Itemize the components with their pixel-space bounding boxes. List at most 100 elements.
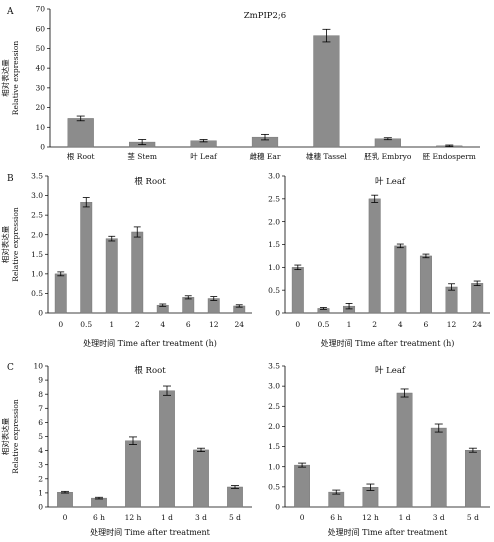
x-category-label: 0 <box>58 320 63 329</box>
y-tick-label: 8 <box>38 390 43 399</box>
chart-title: 叶 Leaf <box>375 177 406 187</box>
y-tick-label: 0 <box>40 143 45 152</box>
bar <box>430 427 447 508</box>
x-category-label: 叶 Leaf <box>190 152 218 161</box>
panel-label: B <box>7 174 14 184</box>
x-category-label: 4 <box>398 320 403 329</box>
chart-title: 根 Root <box>134 176 166 187</box>
x-category-label: 2 <box>135 320 140 329</box>
y-tick-label: 3.0 <box>268 382 280 391</box>
x-axis-label: 处理时间 Time after treatment (h) <box>83 338 217 348</box>
x-category-label: 6 h <box>93 513 105 522</box>
y-tick-label: 3.0 <box>268 172 280 181</box>
x-category-label: 胚 Endosperm <box>423 152 476 161</box>
y-tick-label: 1.0 <box>31 269 43 278</box>
y-tick-label: 50 <box>35 44 45 53</box>
y-tick-label: 0.5 <box>31 289 43 298</box>
y-tick-label: 30 <box>35 83 45 92</box>
y-axis-label: Relative expression <box>11 41 20 116</box>
x-axis-label: 处理时间 Time after treatment (h) <box>321 338 455 348</box>
x-category-label: 12 h <box>125 513 142 522</box>
x-category-label: 24 <box>472 320 482 329</box>
y-axis-label-cn: 相对表达量 <box>0 417 10 455</box>
x-axis-label: 处理时间 Time after treatment <box>90 527 211 537</box>
bar <box>57 491 73 508</box>
x-category-label: 6 <box>424 320 429 329</box>
bar <box>80 202 93 314</box>
x-category-label: 0 <box>63 513 68 522</box>
x-category-label: 1 d <box>399 513 411 522</box>
bar <box>54 273 67 314</box>
x-category-label: 1 d <box>161 513 173 522</box>
bar <box>159 390 175 508</box>
x-category-label: 0 <box>295 320 300 329</box>
y-tick-label: 2.0 <box>268 217 280 226</box>
y-tick-label: 3.5 <box>268 362 280 371</box>
y-tick-label: 6 <box>38 418 43 427</box>
y-tick-label: 10 <box>35 123 45 132</box>
y-tick-label: 9 <box>38 376 43 385</box>
x-category-label: 0 <box>300 513 305 522</box>
y-tick-label: 0 <box>275 309 280 318</box>
x-category-label: 雌穗 Ear <box>250 151 281 161</box>
bar <box>396 392 413 508</box>
y-tick-label: 2.0 <box>31 230 43 239</box>
y-tick-label: 0.5 <box>268 482 280 491</box>
y-tick-label: 0 <box>38 503 43 512</box>
x-category-label: 6 <box>186 320 191 329</box>
y-tick-label: 70 <box>35 5 45 14</box>
y-tick-label: 2.5 <box>268 402 280 411</box>
y-tick-label: 3 <box>38 460 43 469</box>
y-tick-label: 2.0 <box>268 422 280 431</box>
y-tick-label: 1 <box>38 489 43 498</box>
x-category-label: 5 d <box>467 513 479 522</box>
bar <box>294 464 310 508</box>
y-tick-label: 2 <box>38 474 43 483</box>
y-tick-label: 3.0 <box>31 191 43 200</box>
x-category-label: 1 <box>347 320 352 329</box>
bar <box>67 118 94 148</box>
x-category-label: 3 d <box>195 513 207 522</box>
y-tick-label: 2.5 <box>268 194 280 203</box>
y-tick-label: 1.5 <box>268 442 280 451</box>
x-category-label: 24 <box>234 320 244 329</box>
y-axis-label-cn: 相对表达量 <box>0 59 10 97</box>
chart-title: ZmPIP2;6 <box>244 11 286 21</box>
y-tick-label: 20 <box>35 103 45 112</box>
x-category-label: 4 <box>160 320 165 329</box>
panel-label: A <box>6 7 14 17</box>
x-category-label: 12 <box>209 320 219 329</box>
y-tick-label: 1.0 <box>268 462 280 471</box>
y-tick-label: 1.5 <box>31 250 43 259</box>
x-category-label: 根 Root <box>67 151 95 161</box>
y-tick-label: 40 <box>35 64 45 73</box>
bar <box>291 267 304 314</box>
bar <box>105 238 118 314</box>
y-tick-label: 0 <box>275 503 280 512</box>
y-tick-label: 4 <box>38 446 43 455</box>
bar <box>131 231 144 314</box>
bar <box>182 297 195 314</box>
y-axis-label: Relative expression <box>11 207 20 282</box>
x-category-label: 雄穗 Tassel <box>306 151 347 161</box>
x-category-label: 茎 Stem <box>127 151 157 161</box>
bar <box>227 486 243 508</box>
y-axis-label: Relative expression <box>11 399 20 474</box>
y-tick-label: 1.0 <box>268 263 280 272</box>
x-category-label: 0.5 <box>80 320 92 329</box>
bar <box>471 283 484 314</box>
bar <box>394 245 407 314</box>
bar <box>91 497 107 508</box>
x-category-label: 1 <box>109 320 114 329</box>
y-tick-label: 60 <box>35 24 45 33</box>
x-category-label: 胚乳 Embryo <box>364 151 412 161</box>
y-tick-label: 0.5 <box>268 286 280 295</box>
y-tick-label: 10 <box>33 362 43 371</box>
bar <box>125 440 141 508</box>
x-category-label: 2 <box>372 320 377 329</box>
panel-label: C <box>7 363 14 373</box>
bar <box>445 286 458 314</box>
chart-title: 根 Root <box>134 365 166 376</box>
y-tick-label: 1.5 <box>268 240 280 249</box>
